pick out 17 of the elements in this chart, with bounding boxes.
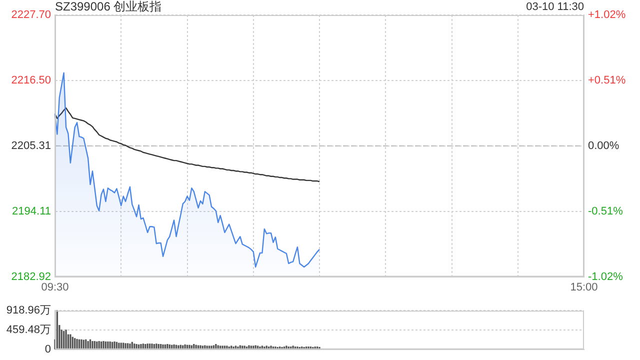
y2-tick-label: +0.51% bbox=[588, 74, 626, 86]
text: 03-10 11:30 bbox=[526, 1, 584, 14]
x-tick-label: 15:00 bbox=[570, 281, 598, 294]
y2-tick-label: -0.51% bbox=[588, 205, 624, 218]
y-tick-label: 2205.31 bbox=[11, 140, 51, 152]
y-tick-label: 459.48万 bbox=[6, 324, 51, 336]
y-tick-label: 0 bbox=[44, 343, 51, 356]
y-tick-label: 2227.70 bbox=[11, 9, 51, 22]
y-tick-label: 918.96万 bbox=[6, 304, 51, 317]
y-tick-label: 2182.92 bbox=[11, 270, 51, 283]
y2-tick-label: -1.02% bbox=[588, 270, 624, 283]
y2-tick-label: +1.02% bbox=[588, 9, 626, 22]
y-tick-label: 2216.50 bbox=[11, 74, 51, 87]
y2-tick-label: 0.00% bbox=[588, 140, 620, 152]
y-tick-label: 2194.11 bbox=[12, 205, 51, 218]
chart-title: SZ399006 创业板指 bbox=[55, 0, 162, 14]
x-tick-label: 09:30 bbox=[41, 281, 69, 294]
